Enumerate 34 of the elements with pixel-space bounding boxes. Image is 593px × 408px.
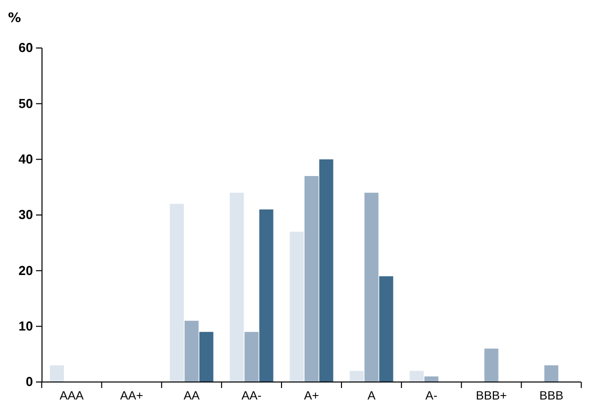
y-tick-label: 60 bbox=[18, 40, 33, 56]
x-tick-label: A+ bbox=[304, 388, 320, 402]
y-axis-title: % bbox=[8, 11, 22, 26]
x-tick-label: AA bbox=[184, 388, 200, 402]
y-tick-label: 40 bbox=[18, 151, 33, 166]
bar bbox=[304, 176, 319, 382]
bar bbox=[290, 232, 304, 382]
y-tick-label: 30 bbox=[18, 207, 33, 222]
bar bbox=[350, 370, 364, 382]
bar bbox=[424, 376, 438, 382]
bar bbox=[364, 192, 378, 382]
bar bbox=[244, 332, 259, 382]
bar bbox=[199, 332, 214, 382]
bar bbox=[50, 365, 64, 382]
bar bbox=[230, 192, 244, 382]
y-tick-label: 0 bbox=[26, 374, 33, 390]
x-tick-label: A bbox=[367, 388, 376, 402]
y-tick-label: 50 bbox=[18, 96, 33, 111]
x-tick-label: A- bbox=[425, 388, 438, 402]
bar bbox=[259, 209, 274, 382]
y-tick-label: 10 bbox=[18, 318, 33, 334]
x-tick-label: AA- bbox=[242, 388, 262, 402]
bar bbox=[170, 204, 184, 382]
x-tick-label: BBB bbox=[539, 388, 564, 402]
bar bbox=[484, 348, 498, 382]
x-tick-label: AA+ bbox=[120, 388, 144, 402]
bar bbox=[544, 365, 558, 382]
y-tick-label: 20 bbox=[18, 262, 33, 278]
bar bbox=[184, 320, 199, 382]
bar bbox=[379, 276, 394, 382]
bar bbox=[410, 370, 424, 382]
x-tick-label: BBB+ bbox=[476, 388, 507, 402]
x-tick-label: AAA bbox=[60, 388, 84, 402]
bar bbox=[319, 159, 334, 382]
